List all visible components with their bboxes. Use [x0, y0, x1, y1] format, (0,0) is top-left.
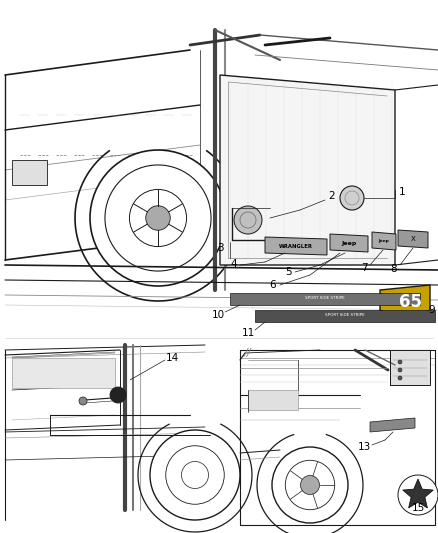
Circle shape	[398, 360, 402, 364]
Text: 4: 4	[231, 259, 237, 269]
Circle shape	[398, 376, 402, 380]
Text: SPORT SIDE STRIPE: SPORT SIDE STRIPE	[305, 296, 345, 300]
Text: 5: 5	[286, 267, 292, 277]
Text: Jeep: Jeep	[341, 240, 357, 246]
Circle shape	[90, 150, 226, 286]
Polygon shape	[390, 350, 430, 385]
Polygon shape	[265, 237, 327, 255]
Circle shape	[150, 430, 240, 520]
Text: Jeep: Jeep	[378, 239, 389, 243]
Text: 9: 9	[429, 305, 435, 315]
Circle shape	[300, 475, 319, 495]
Text: 15: 15	[411, 503, 424, 513]
Text: X: X	[411, 236, 415, 242]
Text: SPORT SIDE STRIPE: SPORT SIDE STRIPE	[325, 313, 365, 317]
Polygon shape	[220, 75, 395, 265]
Polygon shape	[398, 230, 428, 248]
Text: 2: 2	[328, 191, 336, 201]
Text: 65: 65	[399, 293, 421, 311]
Text: 1: 1	[399, 187, 405, 197]
Polygon shape	[403, 479, 433, 508]
Text: 8: 8	[391, 264, 397, 274]
Text: 14: 14	[166, 353, 179, 363]
Polygon shape	[255, 310, 435, 322]
Text: 7: 7	[360, 263, 367, 273]
Text: 3: 3	[217, 243, 223, 253]
Text: 13: 13	[357, 442, 371, 452]
Text: //: //	[244, 348, 252, 358]
Circle shape	[234, 206, 262, 234]
Text: 6: 6	[270, 280, 276, 290]
Polygon shape	[372, 232, 396, 250]
Circle shape	[79, 397, 87, 405]
Circle shape	[110, 387, 126, 403]
Polygon shape	[380, 285, 430, 320]
Bar	[12, 358, 115, 388]
Polygon shape	[330, 234, 368, 252]
Circle shape	[272, 447, 348, 523]
Bar	[12, 160, 47, 185]
Bar	[248, 390, 298, 410]
Text: 10: 10	[212, 310, 225, 320]
Circle shape	[146, 206, 170, 230]
Circle shape	[340, 186, 364, 210]
Text: WRANGLER: WRANGLER	[279, 244, 313, 248]
Circle shape	[398, 368, 402, 372]
Text: 11: 11	[241, 328, 254, 338]
Polygon shape	[230, 293, 420, 305]
Circle shape	[398, 475, 438, 515]
Polygon shape	[370, 418, 415, 432]
